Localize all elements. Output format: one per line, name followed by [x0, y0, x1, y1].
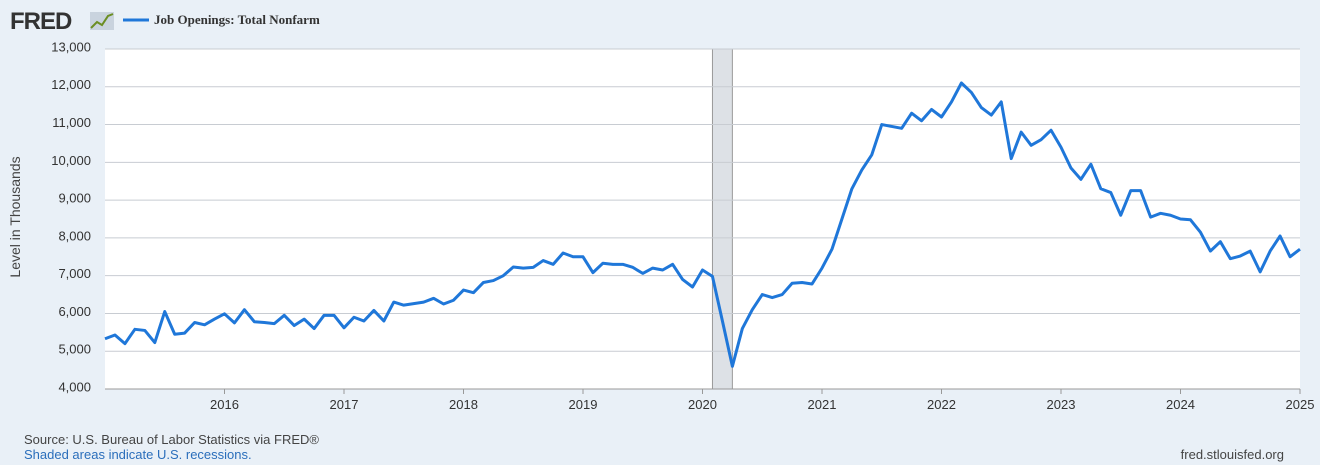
y-tick-label: 8,000	[58, 228, 91, 243]
site: fred.stlouisfed.org	[1181, 447, 1284, 462]
y-tick-label: 12,000	[51, 77, 91, 92]
x-tick-label: 2018	[449, 397, 478, 412]
y-tick-label: 9,000	[58, 191, 91, 206]
recession-note: Shaded areas indicate U.S. recessions.	[24, 447, 252, 462]
recession-band	[711, 48, 733, 390]
source: Source: U.S. Bureau of Labor Statistics …	[24, 432, 319, 447]
x-tick-label: 2016	[210, 397, 239, 412]
legend-label: Job Openings: Total Nonfarm	[154, 12, 320, 27]
logo-icon	[90, 12, 114, 30]
x-tick-label: 2017	[330, 397, 359, 412]
logo-icon-line	[90, 13, 114, 29]
y-tick-label: 11,000	[52, 115, 91, 130]
y-tick-label: 4,000	[58, 379, 91, 394]
x-tick-label: 2025	[1286, 397, 1315, 412]
x-tick-label: 2020	[688, 397, 717, 412]
y-tick-label: 10,000	[51, 153, 91, 168]
series-line	[104, 81, 1301, 368]
y-tick-label: 13,000	[51, 39, 91, 54]
y-tick-label: 5,000	[58, 342, 91, 357]
x-tick-label: 2024	[1166, 397, 1195, 412]
logo: FRED	[10, 8, 72, 35]
y-tick-label: 6,000	[58, 304, 91, 319]
y-tick-label: 7,000	[58, 266, 91, 281]
x-tick-label: 2022	[927, 397, 956, 412]
y-axis-label: Level in Thousands	[7, 156, 23, 277]
plot-area	[105, 49, 1300, 389]
x-tick-label: 2021	[808, 397, 837, 412]
x-tick-label: 2023	[1047, 397, 1076, 412]
x-tick-label: 2019	[569, 397, 598, 412]
